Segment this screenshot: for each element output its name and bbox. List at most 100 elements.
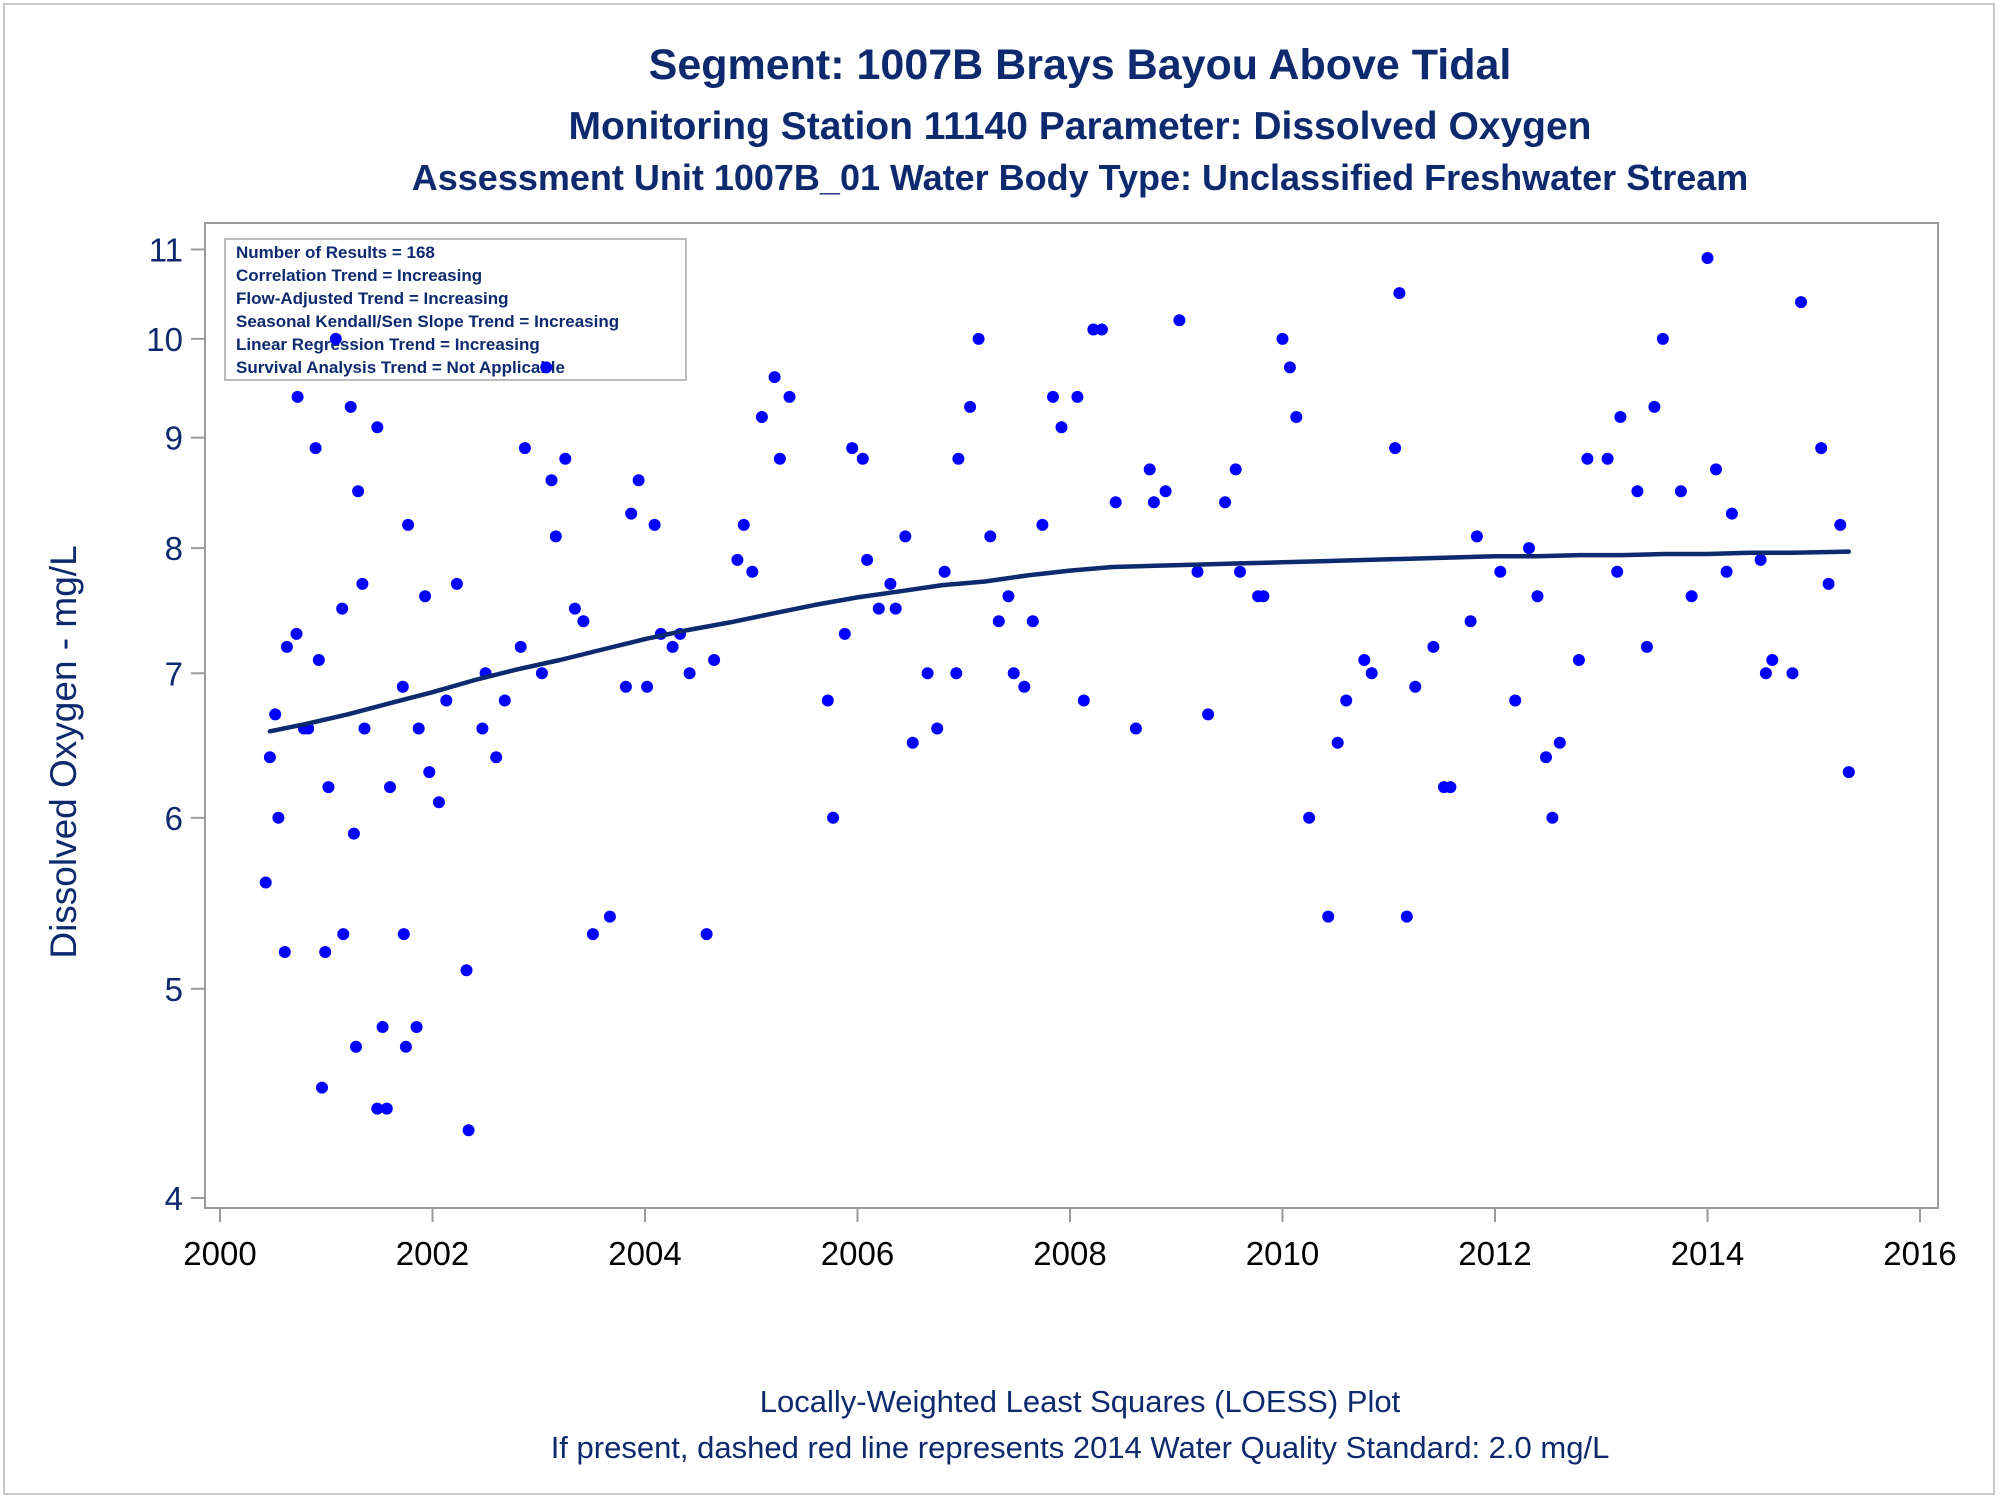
data-point (1358, 654, 1371, 666)
data-point (1143, 463, 1156, 476)
x-tick-label: 2008 (1033, 1235, 1106, 1272)
data-point (384, 781, 396, 794)
data-point (964, 400, 977, 413)
data-point (1071, 390, 1084, 403)
y-tick-label: 8 (165, 530, 183, 567)
data-point (856, 452, 869, 465)
data-point (1036, 518, 1049, 531)
data-point (371, 1102, 384, 1115)
data-point (950, 667, 963, 680)
data-point (821, 694, 834, 707)
data-point (376, 1021, 389, 1033)
data-point (1002, 590, 1015, 603)
data-point (380, 1102, 393, 1115)
data-point (1766, 654, 1779, 666)
data-point (396, 680, 409, 693)
x-tick-label: 2002 (396, 1235, 469, 1272)
data-point (648, 518, 661, 531)
stats-linear-regression-trend: Linear Regression Trend = Increasing (236, 335, 540, 354)
data-point (272, 811, 285, 824)
y-tick-label: 9 (165, 420, 183, 457)
data-point (476, 722, 489, 735)
data-point (1191, 565, 1204, 578)
data-point (344, 400, 357, 413)
x-axis: 2000 2002 2004 2006 2008 2010 2012 2014 2016 (183, 1208, 1957, 1272)
data-points (259, 252, 1855, 1137)
data-point (1494, 565, 1507, 578)
x-tick-label: 2000 (183, 1235, 256, 1272)
chart-subtitle-station: Monitoring Station 11140 Parameter: Diss… (569, 105, 1592, 148)
data-point (423, 766, 436, 779)
data-point (1257, 590, 1270, 603)
data-point (1470, 530, 1483, 543)
data-point (319, 946, 332, 958)
data-point (861, 553, 874, 566)
data-point (1400, 910, 1413, 923)
data-point (545, 474, 558, 487)
data-point (889, 602, 902, 615)
data-point (1409, 680, 1422, 693)
data-point (984, 530, 997, 543)
data-point (906, 736, 919, 749)
data-point (1720, 565, 1733, 578)
data-point (1754, 553, 1767, 566)
data-point (540, 361, 553, 374)
data-point (1601, 452, 1614, 465)
data-point (1055, 421, 1068, 434)
data-point (632, 474, 645, 487)
data-point (1464, 615, 1477, 628)
data-point (1018, 680, 1031, 693)
data-point (329, 332, 342, 345)
data-point (1276, 332, 1289, 345)
data-point (1007, 667, 1020, 680)
data-point (559, 452, 572, 465)
data-point (259, 876, 272, 889)
data-point (1759, 667, 1772, 680)
data-point (1077, 694, 1090, 707)
data-point (450, 577, 463, 590)
data-point (1147, 496, 1160, 509)
data-point (352, 485, 365, 498)
data-point (952, 452, 965, 465)
data-point (931, 722, 944, 735)
footnote-standard: If present, dashed red line represents 2… (551, 1430, 1610, 1465)
data-point (1572, 654, 1585, 666)
loess-trend-line (267, 549, 1852, 734)
data-point (535, 667, 548, 680)
data-point (1674, 485, 1687, 498)
stats-seasonal-kendall-trend: Seasonal Kendall/Sen Slope Trend = Incre… (236, 312, 619, 331)
data-point (1229, 463, 1242, 476)
data-point (827, 811, 840, 824)
figure-frame (3, 3, 1995, 1495)
y-tick-label: 11 (149, 231, 183, 268)
data-point (350, 1040, 362, 1053)
data-point (1581, 452, 1594, 465)
x-tick-label: 2004 (608, 1235, 681, 1272)
data-point (412, 722, 425, 735)
data-point (309, 442, 322, 455)
data-point (625, 507, 638, 520)
y-tick-label: 5 (165, 971, 183, 1008)
data-point (737, 518, 750, 531)
data-point (1219, 496, 1232, 509)
data-point (1822, 577, 1835, 590)
data-point (603, 910, 616, 923)
stats-correlation-trend: Correlation Trend = Increasing (236, 266, 482, 285)
stats-survival-analysis-trend: Survival Analysis Trend = Not Applicable (236, 358, 565, 377)
data-point (419, 590, 432, 603)
data-point (1234, 565, 1246, 578)
data-point (773, 452, 786, 465)
data-point (899, 530, 912, 543)
data-point (1546, 811, 1559, 824)
data-point (432, 796, 445, 809)
data-point (938, 565, 951, 578)
data-point (462, 1124, 475, 1137)
data-point (619, 680, 632, 693)
data-point (399, 1040, 412, 1053)
data-point (708, 654, 721, 666)
y-tick-label: 10 (146, 321, 183, 358)
data-point (1173, 314, 1186, 327)
data-point (1553, 736, 1566, 749)
data-point (336, 602, 349, 615)
